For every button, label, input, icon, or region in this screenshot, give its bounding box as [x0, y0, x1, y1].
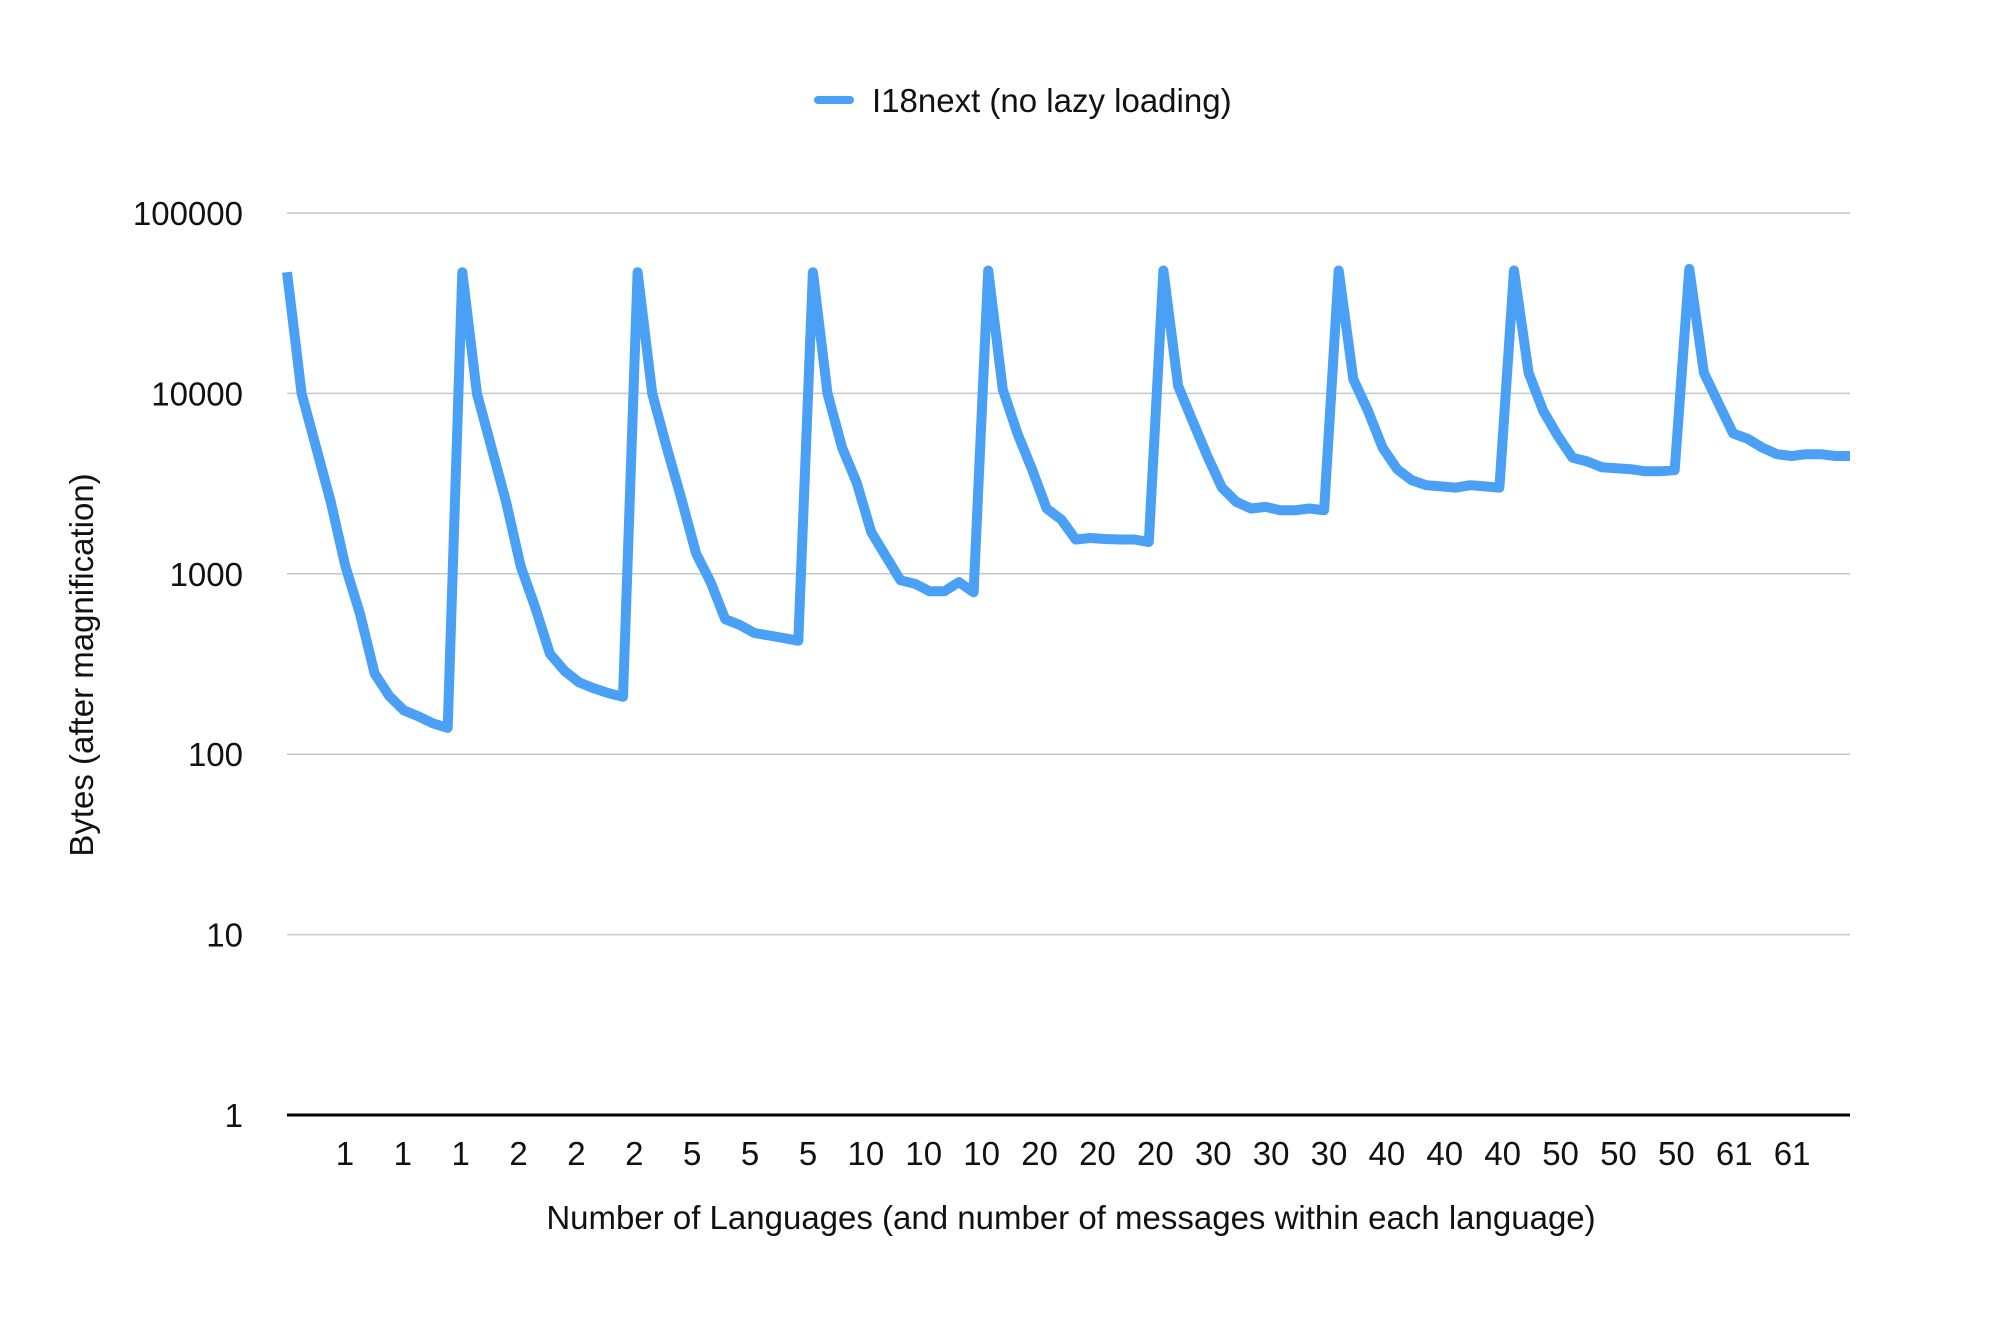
y-tick-label: 10 [206, 917, 243, 954]
x-tick-label: 10 [848, 1135, 885, 1172]
y-tick-label: 1 [225, 1097, 243, 1134]
y-tick-label: 100 [188, 736, 243, 773]
x-tick-label: 2 [567, 1135, 585, 1172]
series-layer [282, 263, 1850, 733]
x-tick-label: 20 [1021, 1135, 1058, 1172]
y-tick-label: 100000 [133, 195, 243, 232]
y-axis-title: Bytes (after magnification) [63, 473, 100, 856]
x-tick-label: 40 [1426, 1135, 1463, 1172]
x-tick-label: 40 [1484, 1135, 1521, 1172]
x-tick-label: 10 [963, 1135, 1000, 1172]
y-tick-labels: 1 10 100 1000 10000 100000 [133, 195, 243, 1134]
x-tick-label: 5 [799, 1135, 817, 1172]
x-tick-label: 50 [1542, 1135, 1579, 1172]
x-tick-labels: 1 1 1 2 2 2 5 5 5 10 10 10 20 20 20 30 30 30 40 40 40 50 50 50 6… [336, 1135, 1811, 1172]
x-tick-label: 61 [1716, 1135, 1753, 1172]
x-tick-label: 5 [741, 1135, 759, 1172]
x-tick-label: 1 [394, 1135, 412, 1172]
x-tick-label: 5 [683, 1135, 701, 1172]
x-tick-label: 2 [509, 1135, 527, 1172]
x-tick-label: 2 [625, 1135, 643, 1172]
x-tick-label: 61 [1774, 1135, 1811, 1172]
x-axis-title: Number of Languages (and number of messa… [546, 1199, 1595, 1236]
x-tick-label: 1 [451, 1135, 469, 1172]
x-tick-label: 40 [1369, 1135, 1406, 1172]
legend-label: I18next (no lazy loading) [872, 82, 1232, 119]
series-line [282, 263, 1850, 733]
x-tick-label: 30 [1253, 1135, 1290, 1172]
x-tick-label: 10 [905, 1135, 942, 1172]
x-tick-label: 20 [1079, 1135, 1116, 1172]
x-tick-label: 50 [1600, 1135, 1637, 1172]
x-tick-label: 30 [1311, 1135, 1348, 1172]
legend: I18next (no lazy loading) [814, 82, 1232, 119]
x-tick-label: 1 [336, 1135, 354, 1172]
x-tick-label: 50 [1658, 1135, 1695, 1172]
x-tick-label: 20 [1137, 1135, 1174, 1172]
y-tick-label: 10000 [151, 375, 243, 412]
grid-lines [287, 212, 1850, 1117]
x-tick-label: 30 [1195, 1135, 1232, 1172]
y-tick-label: 1000 [170, 556, 243, 593]
